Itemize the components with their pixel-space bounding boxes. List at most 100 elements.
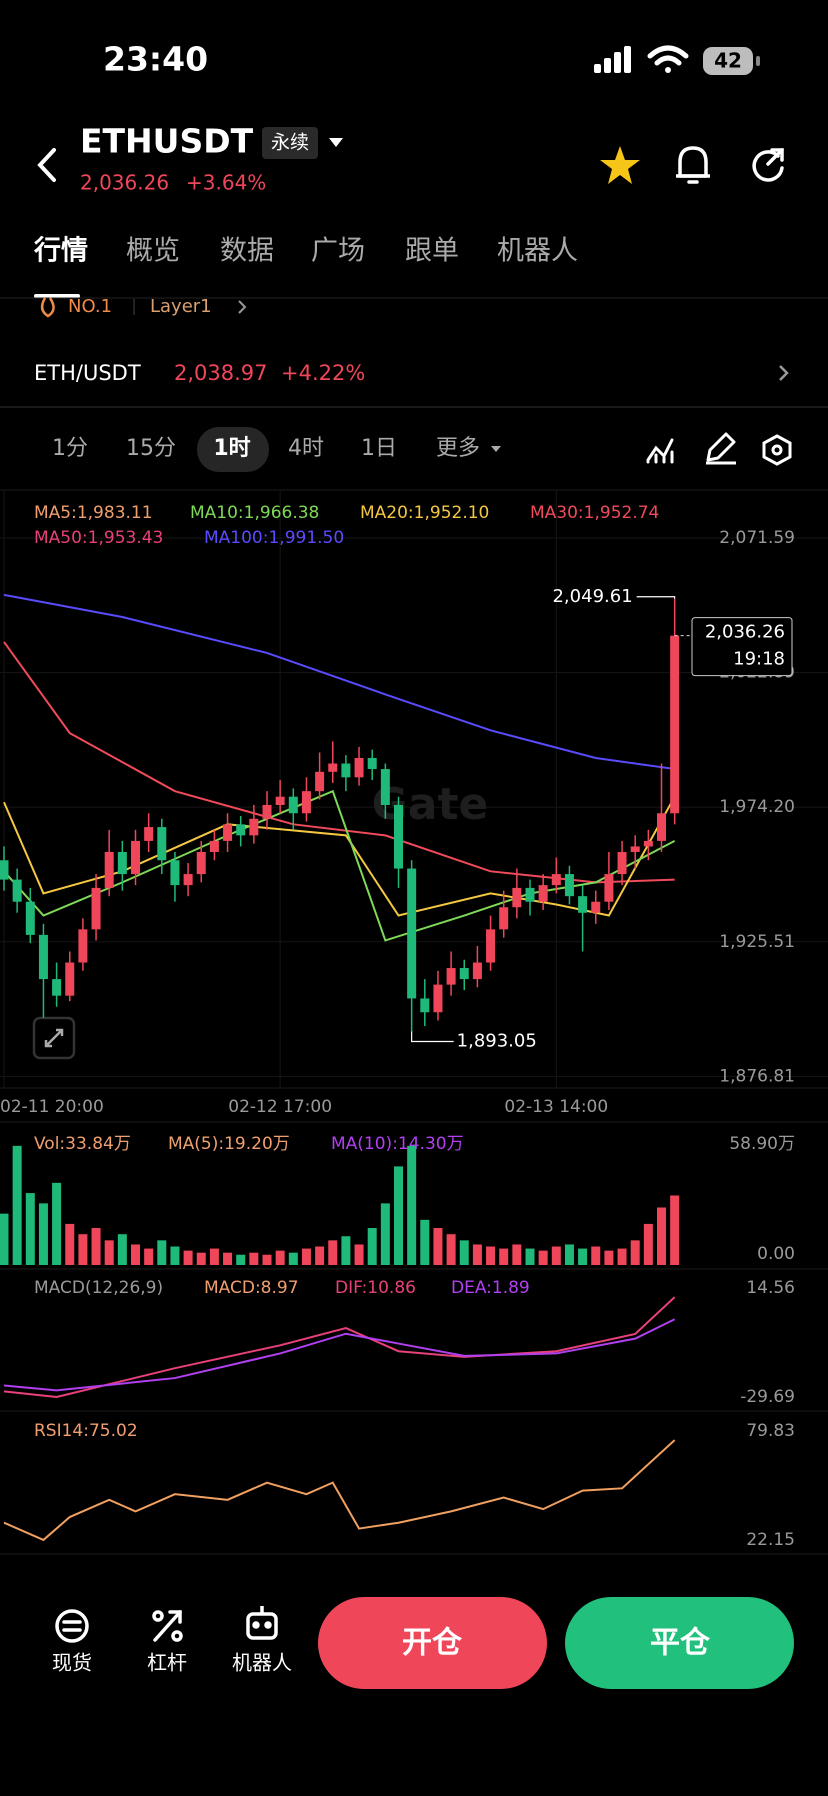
candle-body — [170, 860, 180, 886]
favorite-star[interactable] — [600, 146, 640, 184]
chevron[interactable] — [238, 300, 247, 314]
nav-label[interactable]: 杠杆 — [147, 1651, 187, 1675]
candle-body — [486, 929, 496, 963]
interval[interactable]: 15分 — [126, 436, 176, 461]
x-tick-label: 02-11 20:00 — [0, 1097, 104, 1117]
y-tick-label: 0.00 — [757, 1244, 795, 1264]
interval[interactable]: 更多 — [436, 436, 480, 461]
interval[interactable]: 1日 — [361, 436, 397, 461]
margin-icon[interactable] — [152, 1610, 183, 1642]
open-button[interactable] — [318, 1597, 547, 1689]
volume-bar — [538, 1250, 548, 1265]
spot-change: +4.22% — [281, 361, 365, 385]
candle-body — [446, 968, 456, 985]
volume-bar — [0, 1213, 9, 1265]
volume-bar — [564, 1244, 574, 1265]
tab[interactable]: 概览 — [126, 236, 180, 267]
candle-body — [249, 818, 259, 836]
volume-bar — [394, 1166, 403, 1265]
legend-entry: MA100:1,991.50 — [204, 528, 344, 548]
legend-entry: DEA:1.89 — [451, 1278, 530, 1298]
tab[interactable]: 广场 — [311, 236, 365, 267]
macd-line — [3, 1318, 676, 1392]
candle-body — [91, 887, 101, 930]
volume-bar — [420, 1219, 430, 1265]
candle-body — [499, 907, 509, 930]
header-change: +3.64% — [186, 171, 266, 195]
volume-bar — [249, 1252, 259, 1265]
nav-label[interactable]: 现货 — [52, 1651, 92, 1675]
share-icon[interactable] — [752, 148, 784, 182]
spot-pair: ETH/USDT — [34, 361, 141, 385]
candle-body — [354, 757, 364, 778]
ma-line — [3, 593, 675, 771]
volume-bar — [433, 1228, 443, 1265]
volume-bar — [301, 1248, 311, 1265]
candle-body — [433, 984, 443, 1013]
legend-entry: MA10:1,966.38 — [190, 503, 319, 523]
volume-bar — [367, 1228, 377, 1265]
sector-tag[interactable]: Layer1 — [150, 296, 212, 317]
volume-bar — [170, 1246, 180, 1265]
settings-icon[interactable] — [762, 434, 792, 466]
volume-bar — [12, 1145, 22, 1265]
spot-price: 2,038.97 — [174, 361, 268, 385]
close-button[interactable] — [565, 1597, 794, 1689]
interval[interactable]: 4时 — [288, 436, 324, 461]
volume-bar — [512, 1244, 522, 1265]
chevron[interactable] — [779, 365, 789, 381]
volume-bar — [354, 1244, 364, 1265]
dropdown-arrow[interactable] — [329, 138, 343, 147]
volume-bar — [144, 1248, 154, 1265]
volume-bar — [657, 1207, 666, 1265]
draw-icon[interactable] — [706, 432, 736, 465]
volume-bar — [486, 1246, 496, 1265]
badge-label: 永续 — [271, 132, 309, 154]
interval-selected — [197, 427, 269, 472]
candle-body — [301, 791, 311, 814]
tab[interactable]: 机器人 — [497, 236, 578, 267]
candle-body — [617, 851, 627, 875]
annotation-label: 2,049.61 — [552, 586, 632, 607]
legend-entry: Vol:33.84万 — [34, 1134, 131, 1154]
bot-icon[interactable] — [246, 1606, 278, 1640]
open-button-label[interactable]: 开仓 — [402, 1626, 463, 1661]
volume-bar — [670, 1195, 680, 1265]
volume-bar — [78, 1234, 88, 1265]
x-tick-label: 02-13 14:00 — [504, 1097, 608, 1117]
candle-body — [367, 757, 377, 770]
interval[interactable]: 1分 — [52, 436, 88, 461]
legend-entry: MA(5):19.20万 — [168, 1134, 290, 1154]
more-arrow[interactable] — [491, 446, 501, 452]
volume-bar — [459, 1240, 469, 1265]
candle-body — [670, 635, 680, 814]
nav-label[interactable]: 机器人 — [232, 1651, 292, 1675]
candle-body — [328, 763, 338, 772]
legend-entry: MA50:1,953.43 — [34, 528, 163, 548]
close-button-label[interactable]: 平仓 — [650, 1626, 711, 1661]
volume-bar — [315, 1246, 325, 1265]
tab[interactable]: 行情 — [33, 235, 88, 267]
indicator-icon[interactable] — [646, 438, 674, 464]
candle-body — [420, 998, 430, 1013]
back-button[interactable] — [37, 148, 56, 182]
candle-body — [341, 763, 351, 778]
volume-bar — [643, 1223, 653, 1265]
annotation-line — [636, 596, 676, 599]
y-tick-label: 2,071.59 — [719, 528, 795, 548]
legend-entry: RSI14:75.02 — [34, 1421, 138, 1441]
candle-body — [407, 868, 417, 999]
y-tick-label: 14.56 — [746, 1278, 795, 1298]
volume-bar — [525, 1248, 535, 1265]
tab[interactable]: 跟单 — [405, 236, 459, 267]
wifi-icon — [647, 45, 689, 73]
hot-icon — [40, 297, 55, 318]
candle-body — [315, 771, 325, 792]
tab[interactable]: 数据 — [220, 236, 274, 267]
interval[interactable]: 1时 — [213, 436, 250, 461]
expand-icon[interactable] — [32, 1016, 76, 1060]
bell-icon[interactable] — [676, 146, 710, 184]
battery-tip — [756, 56, 760, 66]
spot-icon[interactable] — [55, 1609, 89, 1643]
